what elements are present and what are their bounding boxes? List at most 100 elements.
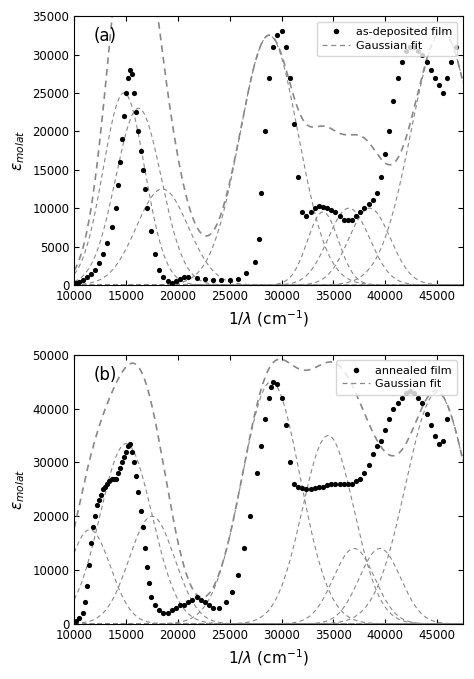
Point (197, 594, 204, 605)
Point (356, 473, 364, 484)
Point (328, 479, 335, 490)
Point (193, 591, 201, 602)
Point (226, 275, 234, 286)
Point (128, 69, 136, 79)
Point (294, 481, 302, 492)
Point (147, 591, 155, 602)
Point (79, 275, 86, 286)
Point (128, 446, 136, 457)
Point (91, 264, 99, 275)
Point (133, 471, 140, 481)
Point (143, 203, 151, 214)
Point (168, 605, 175, 616)
Point (390, 95, 397, 106)
Point (135, 487, 142, 498)
Point (419, 398, 426, 409)
Point (302, 484, 310, 495)
Point (76, 613, 83, 624)
Point (155, 605, 163, 616)
Point (307, 484, 314, 495)
Point (79, 608, 86, 619)
Point (114, 468, 121, 479)
Point (340, 215, 347, 225)
Point (137, 145, 145, 156)
Point (299, 483, 306, 494)
Point (160, 272, 167, 282)
Point (83, 581, 91, 591)
Point (116, 157, 124, 168)
Point (210, 274, 217, 285)
Legend: annealed film, Gaussian fit: annealed film, Gaussian fit (336, 361, 457, 395)
Point (218, 275, 225, 286)
Point (112, 473, 119, 484)
Point (427, 65, 435, 75)
Point (267, 382, 275, 392)
Point (193, 273, 201, 284)
Point (278, 26, 285, 37)
Point (340, 479, 347, 490)
Point (427, 420, 435, 430)
Point (205, 600, 213, 610)
Point (402, 45, 410, 56)
Point (139, 164, 146, 175)
Point (189, 594, 196, 605)
Point (164, 276, 171, 287)
Point (210, 602, 217, 613)
Point (348, 479, 356, 490)
Point (398, 57, 406, 68)
Point (251, 257, 258, 268)
Point (76, 276, 83, 287)
Point (431, 430, 439, 441)
Point (124, 441, 132, 452)
Point (255, 234, 263, 244)
Point (286, 72, 293, 83)
Point (120, 452, 128, 462)
Point (344, 215, 352, 225)
Point (118, 134, 126, 145)
Point (382, 425, 389, 436)
Point (180, 600, 188, 610)
Point (294, 172, 302, 183)
Point (240, 543, 248, 554)
Point (114, 180, 121, 191)
Point (369, 449, 376, 460)
Point (172, 276, 180, 287)
Point (394, 72, 401, 83)
Point (319, 481, 327, 492)
Point (423, 409, 430, 420)
Point (444, 72, 451, 83)
Point (243, 268, 250, 279)
Point (365, 199, 373, 210)
Point (108, 473, 115, 484)
Point (323, 479, 331, 490)
Point (452, 41, 459, 52)
Point (164, 608, 171, 619)
Point (130, 88, 138, 98)
Point (415, 392, 422, 403)
Point (145, 578, 153, 589)
Point (323, 203, 331, 214)
Point (352, 476, 360, 487)
Point (435, 438, 443, 449)
Point (143, 562, 151, 573)
Point (390, 403, 397, 414)
Point (448, 57, 456, 68)
Point (89, 521, 97, 532)
Point (311, 203, 319, 214)
Point (356, 206, 364, 217)
Point (180, 272, 188, 282)
Point (133, 107, 140, 117)
Point (201, 597, 209, 608)
Point (118, 457, 126, 468)
Point (444, 414, 451, 425)
Point (135, 126, 142, 136)
Point (352, 210, 360, 221)
Point (290, 118, 298, 129)
Point (101, 481, 109, 492)
Point (112, 203, 119, 214)
Point (141, 543, 148, 554)
Point (278, 392, 285, 403)
Point (377, 172, 385, 183)
Point (290, 479, 298, 490)
Point (234, 274, 242, 285)
